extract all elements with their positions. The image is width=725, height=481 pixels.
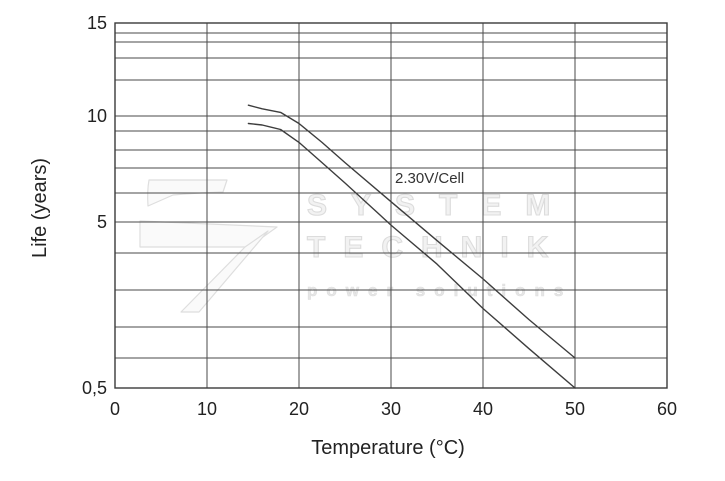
x-tick-label-20: 20 <box>288 399 310 419</box>
x-tick-label-60: 60 <box>656 399 678 419</box>
x-tick-label-0: 0 <box>109 399 120 419</box>
watermark: SYSTEM TECHNIK power solutions <box>135 175 600 315</box>
x-tick-label-40: 40 <box>472 399 494 419</box>
y-tick-label-0-5: 0,5 <box>81 378 107 398</box>
watermark-text-technik: TECHNIK <box>306 230 567 264</box>
y-tick-label-15: 15 <box>86 13 107 33</box>
plot-border <box>114 22 668 389</box>
watermark-text-system: SYSTEM <box>306 188 575 222</box>
curve-annotation: 2.30V/Cell <box>395 170 465 187</box>
life-curve-lower <box>247 122 576 389</box>
life-curve-upper <box>247 104 576 359</box>
y-axis-title: Life (years) <box>29 157 51 259</box>
watermark-text-power-solutions: power solutions <box>307 281 573 301</box>
x-tick-label-50: 50 <box>564 399 586 419</box>
y-tick-label-5: 5 <box>96 212 107 232</box>
y-tick-label-10: 10 <box>86 106 107 126</box>
x-axis-title: Temperature (°C) <box>311 437 465 459</box>
x-tick-label-30: 30 <box>380 399 402 419</box>
x-tick-label-10: 10 <box>196 399 218 419</box>
